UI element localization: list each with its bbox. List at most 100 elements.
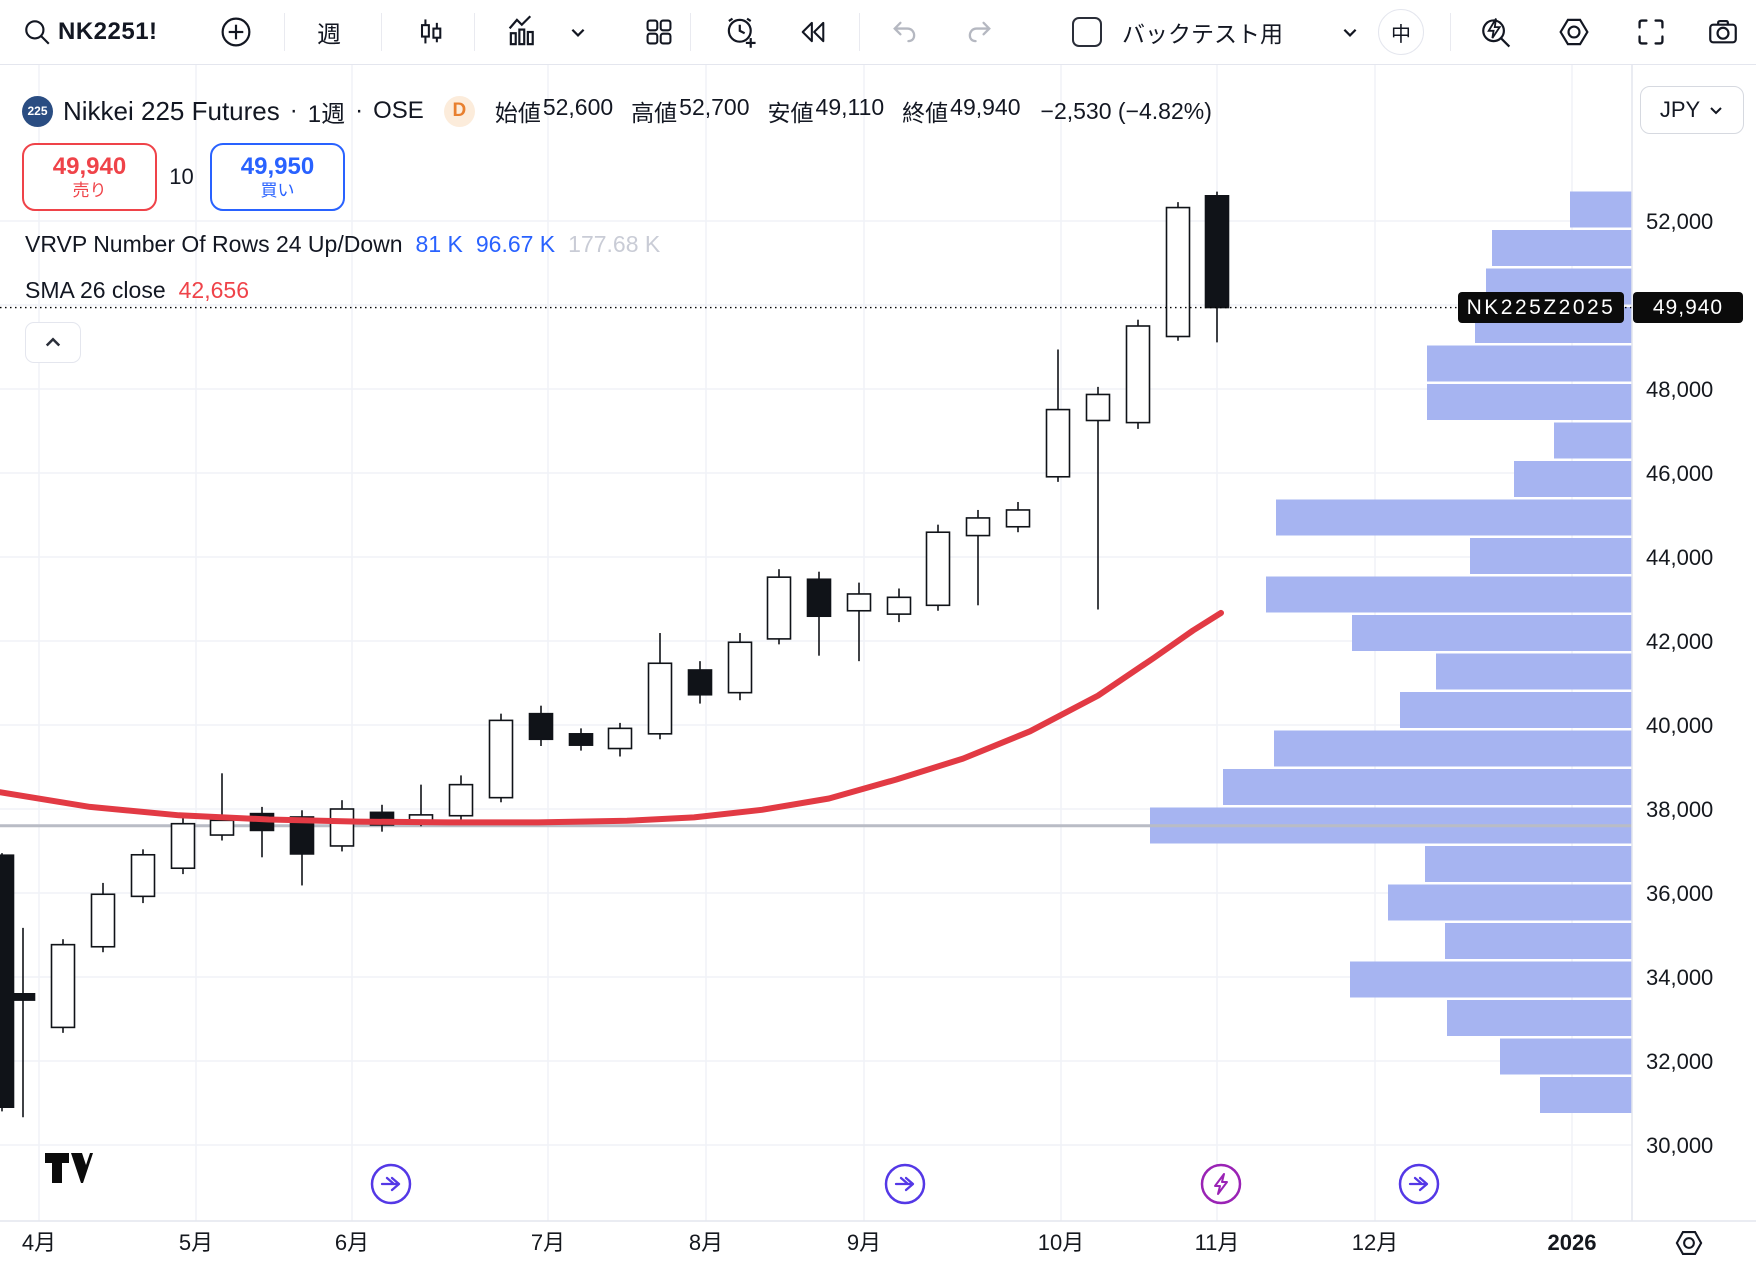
x-axis-label[interactable]: 9月: [847, 1230, 881, 1255]
candle-up[interactable]: [329, 808, 355, 847]
symbol-legend: 225 Nikkei 225 Futures · 1週 · OSE D 始値 52…: [22, 94, 1212, 128]
contract-price-flag[interactable]: NK225Z2025: [1458, 292, 1624, 323]
compare-add-icon[interactable]: [217, 13, 255, 51]
candle-down[interactable]: [687, 669, 713, 696]
alert-clock-icon[interactable]: [722, 13, 760, 51]
candle-up[interactable]: [130, 853, 156, 898]
event-marker-flash-icon[interactable]: [1200, 1163, 1242, 1205]
last-price-flag[interactable]: 49,940: [1633, 292, 1743, 323]
volume-profile-bar: [1492, 230, 1632, 266]
replay-icon[interactable]: [794, 13, 832, 51]
y-axis-label[interactable]: 36,000: [1646, 881, 1713, 906]
candle-down[interactable]: [528, 712, 554, 741]
candle-up[interactable]: [766, 576, 792, 640]
candle-up[interactable]: [1125, 325, 1151, 424]
x-axis-label[interactable]: 12月: [1352, 1230, 1398, 1255]
y-axis-label[interactable]: 40,000: [1646, 713, 1713, 738]
y-axis-label[interactable]: 46,000: [1646, 461, 1713, 486]
candle-up[interactable]: [170, 822, 196, 870]
y-axis-label[interactable]: 52,000: [1646, 209, 1713, 234]
buy-button[interactable]: 49,950 買い: [210, 143, 345, 211]
candle-down[interactable]: [1204, 195, 1230, 309]
candle-up[interactable]: [50, 943, 76, 1029]
time-axis-settings-icon[interactable]: [1672, 1226, 1706, 1265]
candle-up[interactable]: [1165, 206, 1191, 338]
legend-interval[interactable]: 1週: [307, 100, 346, 128]
y-axis-label[interactable]: 32,000: [1646, 1049, 1713, 1074]
sma-legend[interactable]: SMA 26 close 42,656: [25, 277, 249, 304]
indicators-chevron-icon[interactable]: [566, 13, 590, 51]
candle-up[interactable]: [448, 783, 474, 817]
size-badge[interactable]: 中: [1378, 9, 1424, 55]
x-axis-label[interactable]: 7月: [531, 1230, 565, 1255]
sell-button[interactable]: 49,940 売り: [22, 143, 157, 211]
layout-grid-icon[interactable]: [640, 13, 678, 51]
y-axis-label[interactable]: 48,000: [1646, 377, 1713, 402]
backtest-label[interactable]: バックテスト用: [1122, 21, 1283, 47]
x-axis-label[interactable]: 10月: [1038, 1230, 1084, 1255]
close-label: 終値: [902, 100, 949, 126]
candle-up[interactable]: [1085, 393, 1111, 422]
flash-search-icon[interactable]: [1477, 13, 1515, 51]
interval-button[interactable]: 週: [317, 21, 341, 49]
candle-up[interactable]: [209, 819, 235, 836]
legend-exchange[interactable]: OSE: [373, 97, 424, 124]
settings-hexagon-icon[interactable]: [1555, 13, 1593, 51]
candle-up[interactable]: [647, 662, 673, 735]
candle-up[interactable]: [886, 596, 912, 615]
candle-down[interactable]: [568, 733, 594, 746]
candle-up[interactable]: [1005, 509, 1031, 528]
x-axis-label[interactable]: 6月: [335, 1230, 369, 1255]
candle-up[interactable]: [965, 517, 991, 537]
candle-up[interactable]: [1045, 408, 1071, 478]
backtest-chevron-icon[interactable]: [1338, 13, 1362, 51]
volume-profile-bar: [1400, 692, 1632, 728]
candle-up[interactable]: [727, 641, 753, 694]
candle-up[interactable]: [90, 893, 116, 948]
symbol-title[interactable]: Nikkei 225 Futures: [63, 95, 280, 126]
volume-profile-bar: [1445, 923, 1632, 959]
indicators-icon[interactable]: [504, 13, 542, 51]
vrvp-value-down: 96.67 K: [475, 231, 556, 257]
candle-up[interactable]: [607, 727, 633, 750]
vrvp-legend[interactable]: VRVP Number Of Rows 24 Up/Down 81 K 96.6…: [25, 231, 660, 258]
volume-profile-bar: [1352, 615, 1632, 651]
spread-value: 10: [169, 164, 194, 189]
candle-down[interactable]: [10, 992, 36, 1001]
delayed-data-badge[interactable]: D: [443, 95, 475, 127]
x-axis-label[interactable]: 4月: [22, 1230, 56, 1255]
candle-up[interactable]: [488, 719, 514, 799]
x-axis-label[interactable]: 8月: [689, 1230, 723, 1255]
x-axis-label[interactable]: 11月: [1195, 1230, 1240, 1255]
x-axis-label[interactable]: 2026: [1548, 1230, 1597, 1255]
fullscreen-icon[interactable]: [1632, 13, 1670, 51]
close-value: 49,940: [950, 94, 1021, 120]
collapse-legend-button[interactable]: [25, 322, 81, 363]
redo-icon[interactable]: [960, 13, 998, 51]
y-axis-label[interactable]: 34,000: [1646, 965, 1713, 990]
backtest-checkbox[interactable]: [1072, 17, 1102, 47]
low-value: 49,110: [815, 94, 885, 120]
candle-down[interactable]: [0, 854, 15, 1109]
volume-profile-bar: [1500, 1038, 1632, 1075]
symbol-search-input[interactable]: NK2251!: [58, 18, 158, 45]
y-axis-label[interactable]: 44,000: [1646, 545, 1713, 570]
candle-down[interactable]: [289, 816, 315, 855]
candle-up[interactable]: [925, 531, 951, 607]
x-axis-label[interactable]: 5月: [179, 1230, 213, 1255]
y-axis-label[interactable]: 38,000: [1646, 797, 1713, 822]
y-axis-label[interactable]: 42,000: [1646, 629, 1713, 654]
candle-down[interactable]: [806, 578, 832, 618]
undo-icon[interactable]: [886, 13, 924, 51]
sma-name: SMA 26 close: [25, 277, 166, 303]
camera-icon[interactable]: [1704, 13, 1742, 51]
currency-value: JPY: [1659, 97, 1701, 122]
chart-style-candles-icon[interactable]: [411, 13, 449, 51]
y-axis-label[interactable]: 30,000: [1646, 1133, 1713, 1158]
tradingview-logo[interactable]: [44, 1152, 94, 1189]
currency-dropdown[interactable]: JPY: [1640, 86, 1744, 134]
candle-up[interactable]: [846, 593, 872, 612]
volume-profile-bar: [1514, 461, 1632, 497]
search-icon[interactable]: [18, 13, 56, 51]
